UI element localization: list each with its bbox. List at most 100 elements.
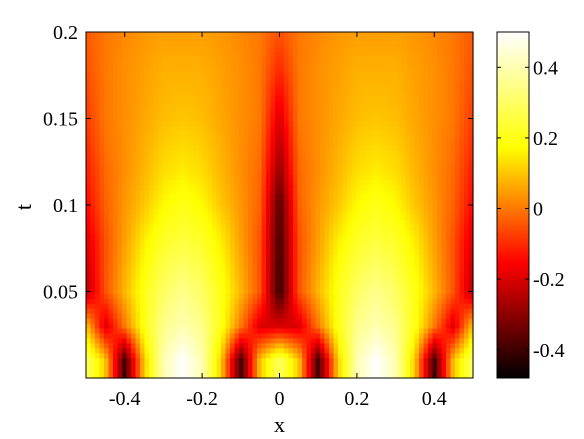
heatmap-cell bbox=[374, 135, 380, 142]
heatmap-cell bbox=[239, 180, 245, 186]
heatmap-cell bbox=[261, 51, 267, 58]
heatmap-cell bbox=[293, 125, 299, 132]
heatmap-cell bbox=[216, 289, 222, 295]
heatmap-cell bbox=[90, 96, 96, 102]
heatmap-cell bbox=[149, 116, 155, 122]
heatmap-cell bbox=[432, 91, 438, 97]
heatmap-cell bbox=[212, 130, 218, 137]
heatmap-cell bbox=[428, 135, 434, 142]
heatmap-cell bbox=[450, 200, 456, 206]
heatmap-cell bbox=[401, 106, 407, 112]
heatmap-cell bbox=[293, 293, 299, 300]
heatmap-cell bbox=[356, 190, 362, 196]
heatmap-cell bbox=[261, 180, 267, 186]
heatmap-cell bbox=[464, 219, 470, 226]
heatmap-cell bbox=[378, 313, 384, 320]
heatmap-cell bbox=[266, 259, 272, 265]
heatmap-cell bbox=[369, 111, 375, 117]
heatmap-cell bbox=[194, 313, 200, 320]
heatmap-cell bbox=[324, 229, 330, 236]
heatmap-cell bbox=[95, 91, 101, 97]
heatmap-cell bbox=[171, 298, 177, 305]
heatmap-cell bbox=[432, 234, 438, 241]
heatmap-cell bbox=[347, 71, 353, 78]
heatmap-cell bbox=[351, 195, 357, 201]
heatmap-cell bbox=[207, 51, 213, 58]
heatmap-cell bbox=[113, 200, 119, 206]
heatmap-cell bbox=[437, 180, 443, 186]
heatmap-cell bbox=[135, 120, 141, 127]
heatmap-cell bbox=[266, 81, 272, 87]
heatmap-cell bbox=[333, 36, 339, 43]
heatmap-cell bbox=[405, 214, 411, 221]
heatmap-cell bbox=[468, 86, 474, 92]
heatmap-cell bbox=[333, 165, 339, 171]
heatmap-cell bbox=[329, 150, 335, 157]
heatmap-cell bbox=[320, 234, 326, 241]
heatmap-cell bbox=[131, 96, 137, 102]
heatmap-cell bbox=[419, 249, 425, 256]
heatmap-cell bbox=[374, 91, 380, 97]
heatmap-cell bbox=[176, 76, 182, 83]
heatmap-cell bbox=[149, 86, 155, 92]
heatmap-cell bbox=[216, 308, 222, 315]
heatmap-cell bbox=[239, 150, 245, 157]
heatmap-cell bbox=[194, 91, 200, 97]
heatmap-cell bbox=[423, 200, 429, 206]
heatmap-cell bbox=[203, 224, 209, 231]
heatmap-cell bbox=[428, 303, 434, 310]
heatmap-cell bbox=[99, 298, 105, 305]
heatmap-cell bbox=[351, 180, 357, 186]
heatmap-cell bbox=[176, 284, 182, 290]
heatmap-cell bbox=[356, 284, 362, 290]
heatmap-cell bbox=[306, 209, 312, 216]
heatmap-cell bbox=[401, 284, 407, 290]
heatmap-cell bbox=[135, 56, 141, 63]
plot-area bbox=[85, 31, 474, 379]
heatmap-cell bbox=[428, 41, 434, 48]
heatmap-cell bbox=[90, 135, 96, 142]
heatmap-cell bbox=[158, 254, 164, 260]
heatmap-cell bbox=[203, 111, 209, 117]
heatmap-cell bbox=[428, 96, 434, 102]
heatmap-cell bbox=[351, 274, 357, 280]
heatmap-cell bbox=[135, 209, 141, 216]
heatmap-cell bbox=[414, 209, 420, 216]
heatmap-cell bbox=[248, 116, 254, 122]
heatmap-cell bbox=[212, 170, 218, 176]
heatmap-cell bbox=[414, 51, 420, 58]
heatmap-cell bbox=[374, 116, 380, 122]
heatmap-cell bbox=[189, 190, 195, 196]
heatmap-cell bbox=[261, 244, 267, 251]
heatmap-cell bbox=[126, 155, 132, 162]
heatmap-cell bbox=[455, 86, 461, 92]
heatmap-cell bbox=[468, 209, 474, 216]
heatmap-cell bbox=[437, 120, 443, 127]
heatmap-cell bbox=[441, 41, 447, 48]
heatmap-cell bbox=[131, 81, 137, 87]
heatmap-cell bbox=[446, 205, 452, 211]
heatmap-cell bbox=[441, 165, 447, 171]
heatmap-cell bbox=[455, 116, 461, 122]
heatmap-cell bbox=[315, 76, 321, 83]
heatmap-cell bbox=[117, 150, 123, 157]
heatmap-cell bbox=[414, 170, 420, 176]
heatmap-cell bbox=[135, 155, 141, 162]
heatmap-cell bbox=[221, 71, 227, 78]
heatmap-cell bbox=[432, 56, 438, 63]
heatmap-cell bbox=[288, 313, 294, 320]
heatmap-cell bbox=[383, 200, 389, 206]
heatmap-cell bbox=[131, 313, 137, 320]
heatmap-cell bbox=[338, 155, 344, 162]
heatmap-cell bbox=[207, 185, 213, 191]
heatmap-cell bbox=[459, 234, 465, 241]
heatmap-cell bbox=[126, 298, 132, 305]
heatmap-cell bbox=[284, 195, 290, 201]
heatmap-cell bbox=[225, 170, 231, 176]
heatmap-cell bbox=[419, 239, 425, 246]
heatmap-cell bbox=[185, 264, 191, 270]
heatmap-cell bbox=[108, 224, 114, 231]
heatmap-cell bbox=[266, 200, 272, 206]
heatmap-cell bbox=[396, 120, 402, 127]
